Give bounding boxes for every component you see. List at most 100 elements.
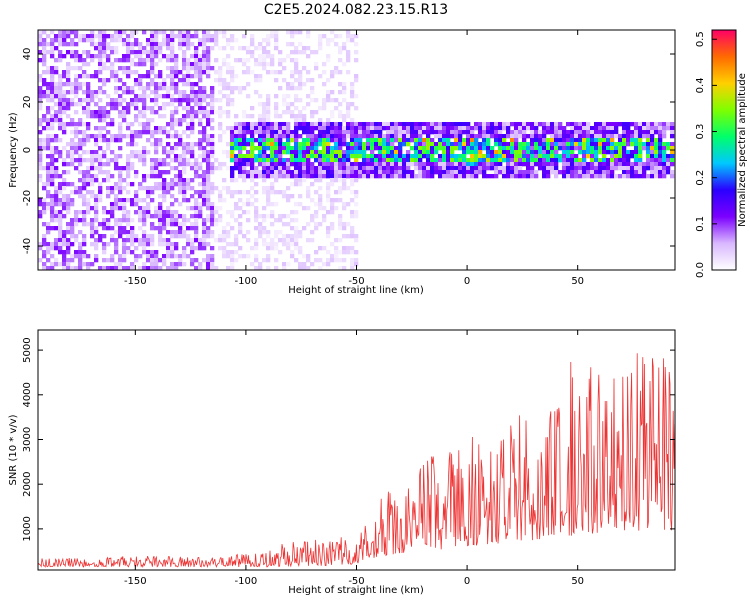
heatmap-cell bbox=[334, 158, 339, 163]
heatmap-cell bbox=[190, 86, 195, 91]
heatmap-cell bbox=[490, 126, 495, 131]
heatmap-cell bbox=[122, 226, 127, 231]
heatmap-cell bbox=[278, 174, 283, 179]
heatmap-cell bbox=[414, 130, 419, 135]
heatmap-cell bbox=[242, 210, 247, 215]
heatmap-cell bbox=[522, 174, 527, 179]
heatmap-cell bbox=[330, 154, 335, 159]
heatmap-cell bbox=[198, 138, 203, 143]
heatmap-cell bbox=[50, 66, 55, 71]
heatmap-cell bbox=[322, 170, 327, 175]
heatmap-cell bbox=[482, 138, 487, 143]
heatmap-cell bbox=[254, 126, 259, 131]
heatmap-cell bbox=[146, 194, 151, 199]
heatmap-cell bbox=[238, 90, 243, 95]
heatmap-cell bbox=[42, 58, 47, 63]
heatmap-cell bbox=[318, 206, 323, 211]
heatmap-cell bbox=[82, 198, 87, 203]
heatmap-cell bbox=[502, 170, 507, 175]
heatmap-cell bbox=[458, 166, 463, 171]
heatmap-cell bbox=[226, 142, 231, 147]
heatmap-cell bbox=[122, 218, 127, 223]
heatmap-cell bbox=[478, 150, 483, 155]
heatmap-cell bbox=[130, 86, 135, 91]
heatmap-cell bbox=[526, 170, 531, 175]
heatmap-cell bbox=[210, 162, 215, 167]
heatmap-cell bbox=[102, 126, 107, 131]
heatmap-cell bbox=[218, 98, 223, 103]
heatmap-cell bbox=[326, 142, 331, 147]
heatmap-cell bbox=[78, 210, 83, 215]
heatmap-cell bbox=[610, 174, 615, 179]
heatmap-cell bbox=[134, 210, 139, 215]
heatmap-cell bbox=[538, 146, 543, 151]
heatmap-cell bbox=[410, 146, 415, 151]
heatmap-cell bbox=[398, 150, 403, 155]
heatmap-cell bbox=[202, 158, 207, 163]
heatmap-cell bbox=[122, 166, 127, 171]
heatmap-cell bbox=[546, 154, 551, 159]
heatmap-cell bbox=[346, 58, 351, 63]
heatmap-cell bbox=[414, 166, 419, 171]
heatmap-cell bbox=[166, 130, 171, 135]
heatmap-cell bbox=[358, 154, 363, 159]
heatmap-cell bbox=[170, 134, 175, 139]
heatmap-cell bbox=[62, 122, 67, 127]
heatmap-cell bbox=[438, 126, 443, 131]
heatmap-cell bbox=[74, 146, 79, 151]
heatmap-cell bbox=[494, 142, 499, 147]
heatmap-cell bbox=[214, 34, 219, 39]
heatmap-cell bbox=[286, 174, 291, 179]
heatmap-cell bbox=[126, 126, 131, 131]
heatmap-cell bbox=[122, 30, 127, 35]
heatmap-cell bbox=[290, 154, 295, 159]
heatmap-cell bbox=[314, 250, 319, 255]
heatmap-cell bbox=[274, 178, 279, 183]
heatmap-cell bbox=[70, 82, 75, 87]
heatmap-cell bbox=[58, 250, 63, 255]
heatmap-cell bbox=[50, 246, 55, 251]
heatmap-cell bbox=[174, 66, 179, 71]
heatmap-cell bbox=[262, 50, 267, 55]
heatmap-cell bbox=[86, 122, 91, 127]
heatmap-cell bbox=[358, 174, 363, 179]
heatmap-cell bbox=[554, 170, 559, 175]
heatmap-cell bbox=[558, 138, 563, 143]
heatmap-cell bbox=[82, 130, 87, 135]
heatmap-cell bbox=[94, 198, 99, 203]
heatmap-cell bbox=[110, 214, 115, 219]
heatmap-cell bbox=[530, 158, 535, 163]
heatmap-cell bbox=[166, 38, 171, 43]
heatmap-cell bbox=[166, 266, 171, 270]
heatmap-cell bbox=[642, 146, 647, 151]
heatmap-cell bbox=[194, 158, 199, 163]
heatmap-cell bbox=[530, 174, 535, 179]
heatmap-cell bbox=[358, 138, 363, 143]
heatmap-cell bbox=[38, 122, 43, 127]
heatmap-cell bbox=[506, 146, 511, 151]
heatmap-cell bbox=[298, 42, 303, 47]
heatmap-cell bbox=[42, 262, 47, 267]
heatmap-cell bbox=[282, 262, 287, 267]
heatmap-cell bbox=[338, 238, 343, 243]
heatmap-cell bbox=[230, 226, 235, 231]
heatmap-cell bbox=[54, 194, 59, 199]
heatmap-cell bbox=[86, 62, 91, 67]
heatmap-cell bbox=[306, 222, 311, 227]
heatmap-cell bbox=[198, 162, 203, 167]
heatmap-cell bbox=[658, 122, 663, 127]
heatmap-cell bbox=[190, 166, 195, 171]
heatmap-cell bbox=[494, 158, 499, 163]
heatmap-cell bbox=[90, 222, 95, 227]
heatmap-cell bbox=[310, 218, 315, 223]
heatmap-cell bbox=[122, 178, 127, 183]
heatmap-cell bbox=[278, 62, 283, 67]
heatmap-cell bbox=[350, 190, 355, 195]
heatmap-cell bbox=[250, 130, 255, 135]
heatmap-cell bbox=[86, 190, 91, 195]
heatmap-cell bbox=[430, 122, 435, 127]
heatmap-cell bbox=[90, 74, 95, 79]
heatmap-cell bbox=[266, 246, 271, 251]
heatmap-cell bbox=[350, 182, 355, 187]
heatmap-cell bbox=[174, 122, 179, 127]
